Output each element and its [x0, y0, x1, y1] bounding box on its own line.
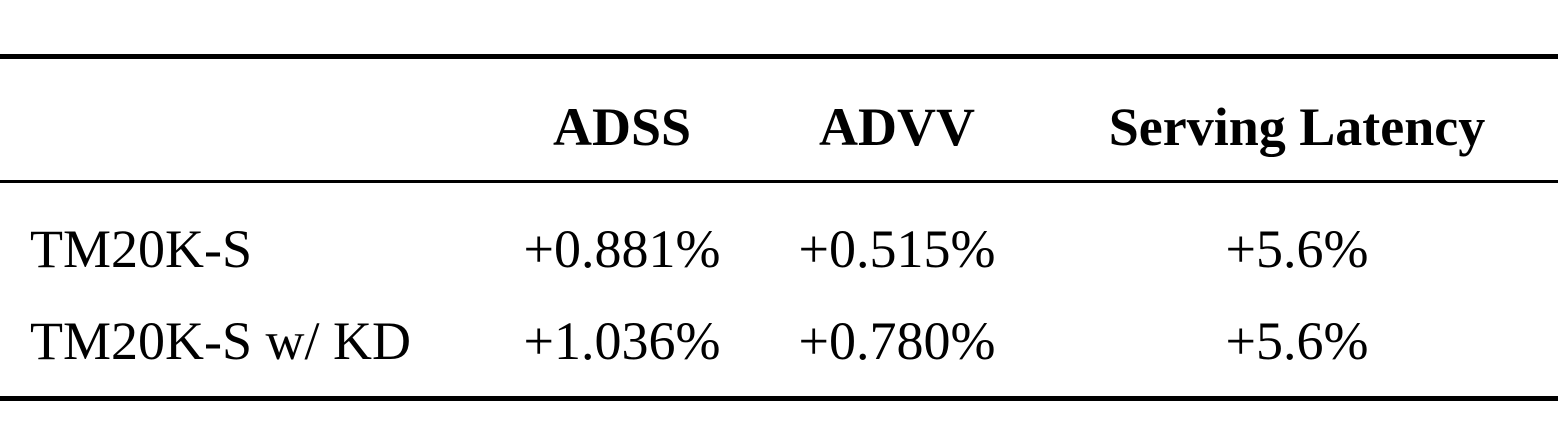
table-cell: +0.780% — [798, 311, 996, 371]
bottom-rule — [0, 396, 1558, 401]
top-rule — [0, 54, 1558, 59]
table-cell: +5.6% — [1225, 219, 1369, 279]
header-cell: ADSS — [552, 97, 692, 157]
header-cell: ADVV — [819, 97, 975, 157]
row-label: TM20K-S w/ KD — [30, 311, 412, 371]
table-cell: +0.515% — [798, 219, 996, 279]
row-label: TM20K-S — [30, 219, 253, 279]
mid-rule — [0, 180, 1558, 183]
header-cell: Serving Latency — [1108, 97, 1486, 157]
table-cell: +5.6% — [1225, 311, 1369, 371]
table-cell: +1.036% — [523, 311, 721, 371]
table-cell: +0.881% — [523, 219, 721, 279]
